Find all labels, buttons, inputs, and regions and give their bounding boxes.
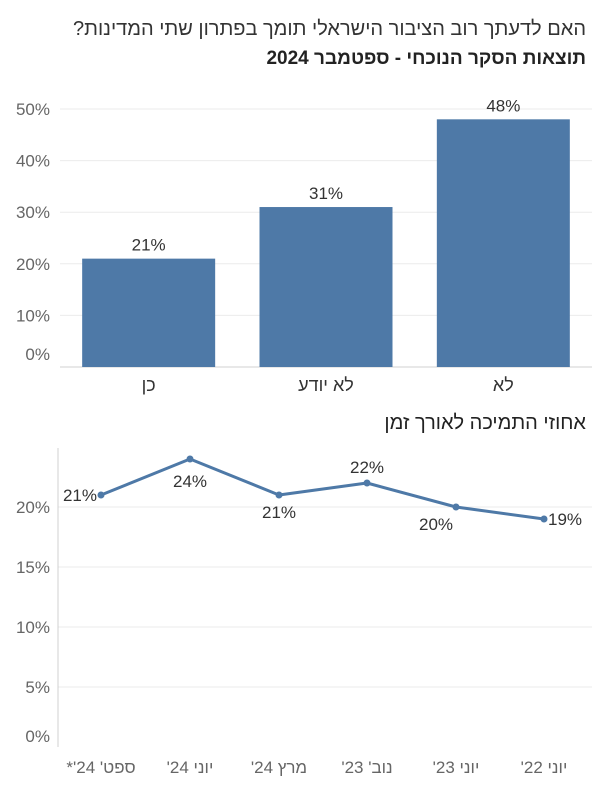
- line-chart-title: אחוזי התמיכה לאורך זמן: [384, 412, 586, 434]
- x-category-label: מרץ 24': [251, 758, 307, 777]
- bar-value-label: 21%: [132, 236, 166, 255]
- point-value-label: 24%: [173, 472, 207, 491]
- y-tick-label: 50%: [16, 100, 50, 119]
- bar: [259, 207, 393, 367]
- data-point: [540, 515, 548, 523]
- x-category-label: לא: [493, 375, 514, 395]
- y-tick-label: 20%: [16, 498, 50, 517]
- data-point: [363, 479, 371, 487]
- y-tick-label: 5%: [25, 678, 50, 697]
- bar: [436, 119, 570, 367]
- y-tick-label: 15%: [16, 558, 50, 577]
- point-value-label: 21%: [262, 503, 296, 522]
- point-value-label: 19%: [548, 510, 582, 529]
- bar-value-label: 48%: [486, 96, 520, 115]
- x-category-label: נוב' 23': [341, 758, 392, 777]
- bar-chart: 0% 10% 20% 30% 40% 50% 21% כן 31% לא יודע 48% לא: [16, 96, 592, 395]
- y-tick-label: 0%: [25, 345, 50, 364]
- y-tick-label: 20%: [16, 255, 50, 274]
- y-tick-label: 30%: [16, 203, 50, 222]
- x-category-label: לא יודע: [298, 375, 354, 395]
- point-value-label: 22%: [350, 458, 384, 477]
- point-value-label: 21%: [63, 486, 97, 505]
- y-tick-label: 10%: [16, 618, 50, 637]
- y-tick-label: 10%: [16, 306, 50, 325]
- x-category-label: יוני 23': [433, 758, 480, 777]
- chart-subtitle: תוצאות הסקר הנוכחי - ספטמבר 2024: [266, 48, 586, 69]
- bar: [82, 258, 216, 367]
- data-point: [97, 491, 105, 499]
- point-value-label: 20%: [419, 515, 453, 534]
- x-category-label: כן: [142, 375, 156, 395]
- x-category-label: יוני 24': [167, 758, 214, 777]
- x-category-label: ספט' 24'*: [66, 758, 135, 777]
- series-line: [100, 457, 545, 521]
- chart-title: האם לדעתך רוב הציבור הישראלי תומך בפתרון…: [73, 18, 586, 40]
- data-point: [452, 503, 460, 511]
- x-category-label: יוני 22': [521, 758, 568, 777]
- y-tick-label: 0%: [25, 727, 50, 746]
- data-point: [186, 455, 194, 463]
- y-tick-label: 40%: [16, 152, 50, 171]
- data-point: [275, 491, 283, 499]
- bar-value-label: 31%: [309, 184, 343, 203]
